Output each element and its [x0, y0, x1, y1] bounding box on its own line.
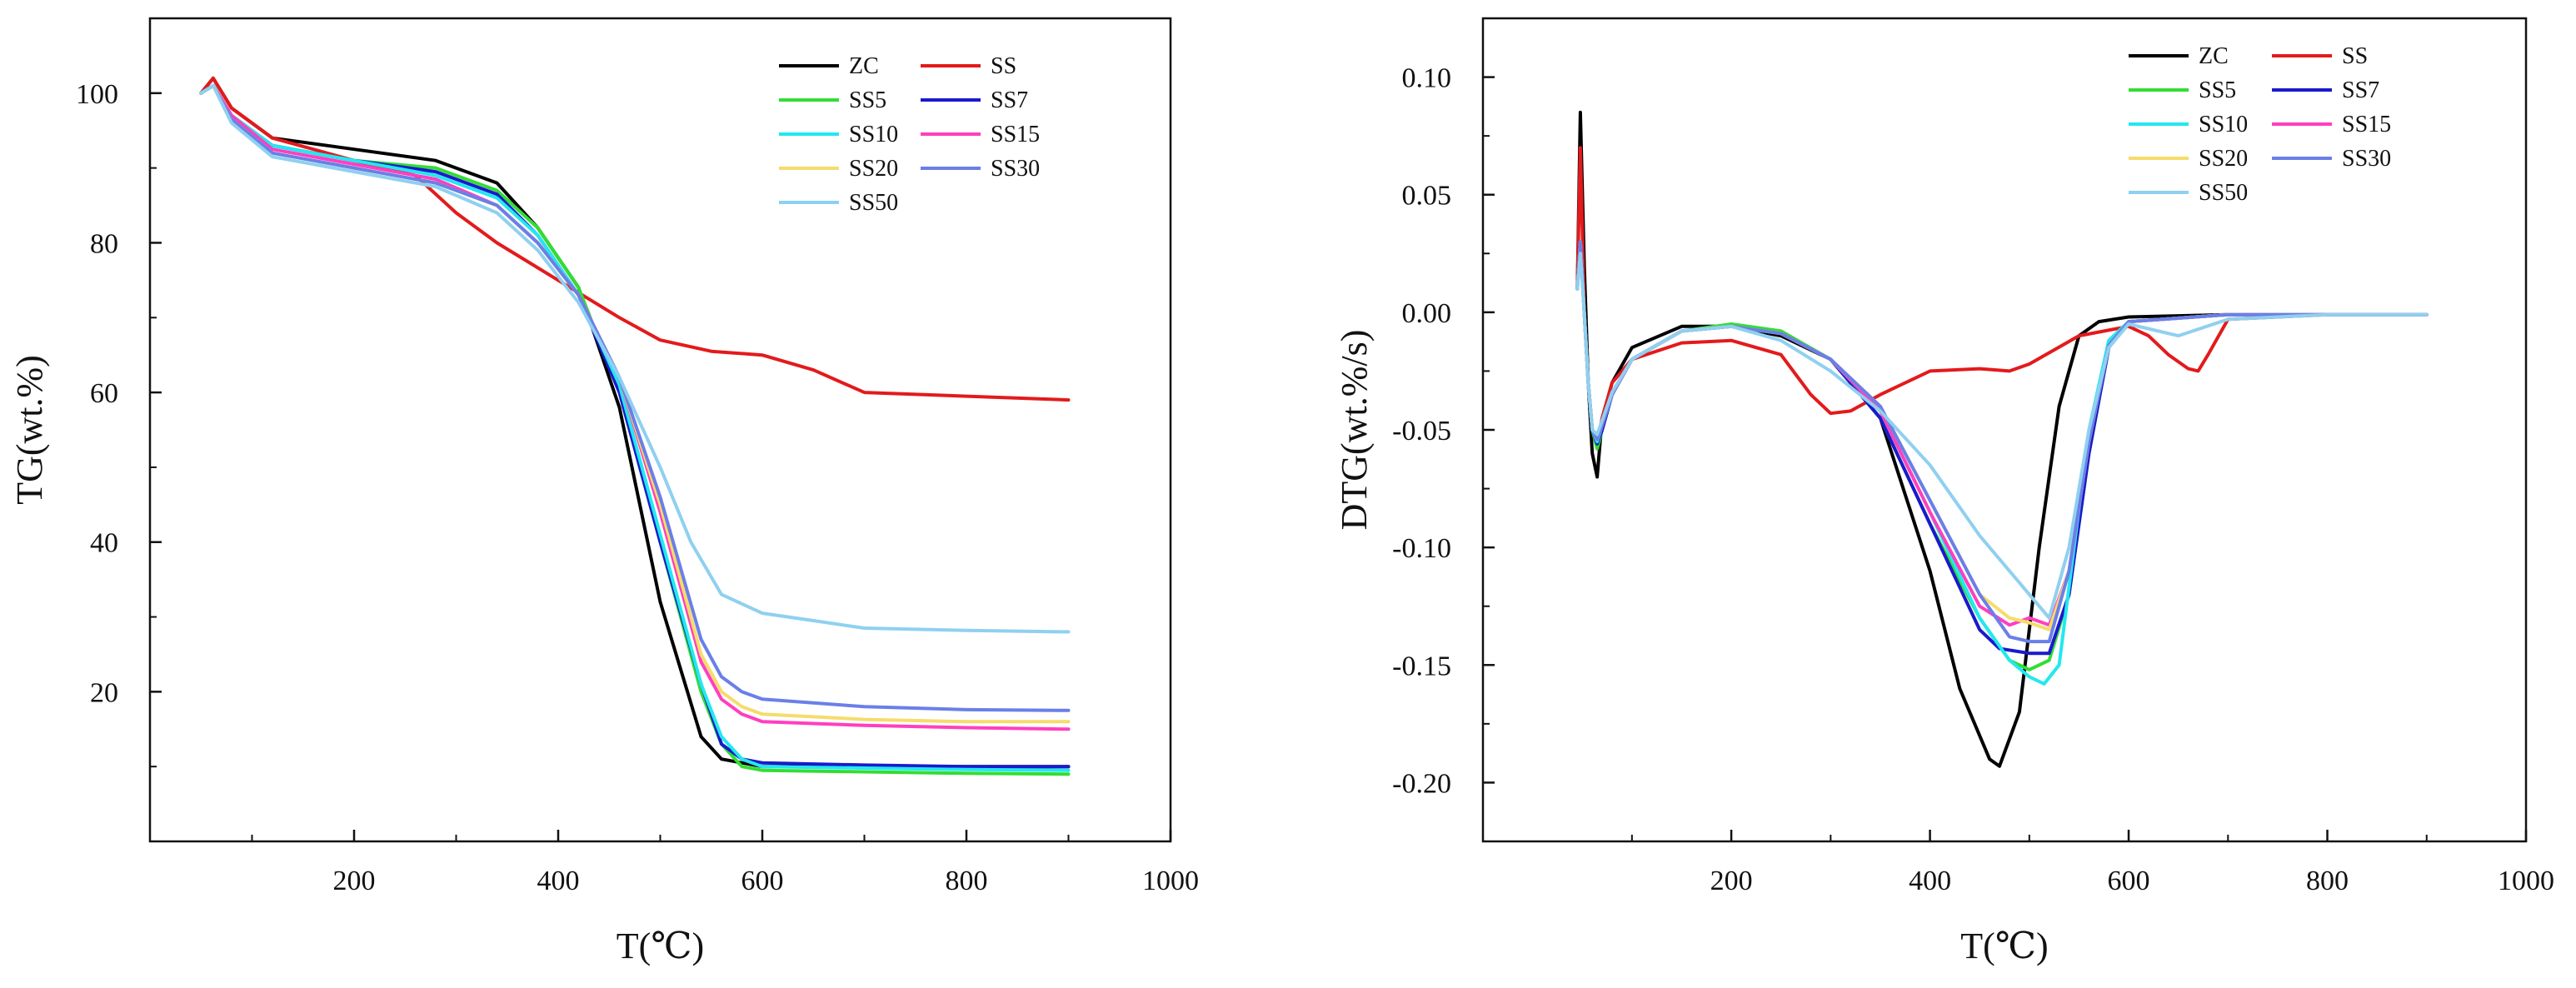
dtg-series-line-ss5	[1575, 240, 2429, 671]
tg-legend-label-zc: ZC	[849, 53, 879, 79]
dtg-series-line-ss7	[1575, 240, 2429, 656]
tg-legend-label-ss20: SS20	[849, 156, 898, 182]
dtg-legend-label-ss5: SS5	[2199, 77, 2236, 103]
tg-legend-label-ss7: SS7	[991, 87, 1028, 113]
dtg-y-tick-label: -0.10	[1392, 533, 1451, 564]
dtg-y-tick-label: 0.05	[1402, 181, 1452, 212]
tg-legend-label-ss50: SS50	[849, 190, 898, 216]
dtg-legend-label-ss15: SS15	[2342, 112, 2391, 137]
dtg-y-tick-label: -0.20	[1392, 768, 1451, 799]
dtg-x-tick-label: 1000	[2498, 866, 2554, 896]
dtg-series-line-ss30	[1575, 240, 2429, 644]
tg-legend-label-ss5: SS5	[849, 87, 886, 113]
dtg-legend-label-ss10: SS10	[2199, 112, 2248, 137]
dtg-x-tick-label: 600	[2108, 866, 2150, 896]
dtg-legend-label-ss: SS	[2342, 43, 2368, 69]
dtg-plot-frame	[1481, 17, 2528, 843]
dtg-legend-label-zc: ZC	[2199, 43, 2229, 69]
dtg-series-line-ss15	[1575, 240, 2429, 627]
dtg-legend-label-ss30: SS30	[2342, 146, 2391, 172]
dtg-legend-label-ss50: SS50	[2199, 180, 2248, 206]
dtg-series-line-ss50	[1575, 252, 2429, 620]
tg-y-tick-label: 80	[90, 228, 118, 259]
tg-series-group	[199, 76, 1071, 776]
dtg-series-group	[1575, 110, 2429, 768]
tg-x-tick-label: 600	[741, 866, 784, 896]
tg-legend-label-ss30: SS30	[991, 156, 1040, 182]
dtg-legend: ZC SS SS5 SS7 SS10 SS15 SS20 SS30 SS50	[2129, 43, 2391, 206]
dtg-x-tick-label: 200	[1710, 866, 1753, 896]
tg-y-axis-title: TG(wt.%)	[9, 355, 50, 505]
dtg-series-line-ss20	[1575, 240, 2429, 631]
dtg-y-tick-label: 0.00	[1402, 298, 1452, 329]
dtg-legend-label-ss20: SS20	[2199, 146, 2248, 172]
tg-legend-label-ss10: SS10	[849, 122, 898, 147]
tg-series-line-ss	[199, 76, 1071, 402]
tg-x-tick-label: 200	[333, 866, 376, 896]
dtg-y-tick-label: -0.05	[1392, 416, 1451, 447]
tg-x-axis-title: T(℃)	[617, 926, 704, 966]
dtg-chart-panel: 200 400 600 800 1000 -0.20 -0.15 -0.10 -0.05 0.00…	[1334, 17, 2554, 966]
dtg-x-tick-label: 400	[1909, 866, 1951, 896]
dtg-legend-label-ss7: SS7	[2342, 77, 2379, 103]
dtg-series-line-zc	[1575, 110, 2429, 768]
dtg-y-tick-label: 0.10	[1402, 63, 1452, 94]
dtg-x-axis-title: T(℃)	[1960, 926, 2048, 966]
tg-x-tick-label: 400	[537, 866, 580, 896]
tg-legend: ZC SS SS5 SS7 SS10 SS15 SS20 SS30 SS50	[779, 53, 1040, 216]
dtg-x-tick-label: 800	[2306, 866, 2349, 896]
tg-x-tick-label: 800	[946, 866, 988, 896]
tg-series-line-ss50	[199, 83, 1071, 634]
tg-legend-label-ss15: SS15	[991, 122, 1040, 147]
tg-y-tick-label: 60	[90, 378, 118, 409]
tg-series-line-ss20	[199, 83, 1071, 724]
dtg-y-axis-title: DTG(wt.%/s)	[1334, 330, 1375, 531]
tg-chart-panel: 200 400 600 800 1000 20 40 60 80 100 T(℃) TG(wt.%) Z…	[9, 17, 1199, 966]
tg-y-tick-label: 40	[90, 528, 118, 559]
tg-x-tick-label: 1000	[1142, 866, 1199, 896]
tg-legend-label-ss: SS	[991, 53, 1016, 79]
tg-series-line-ss30	[199, 83, 1071, 712]
tg-y-tick-label: 100	[76, 79, 118, 110]
dtg-y-tick-label: -0.15	[1392, 651, 1451, 681]
dtg-series-line-ss10	[1575, 240, 2429, 686]
tg-y-tick-label: 20	[90, 677, 118, 708]
dtg-series-line-ss	[1575, 146, 2429, 444]
